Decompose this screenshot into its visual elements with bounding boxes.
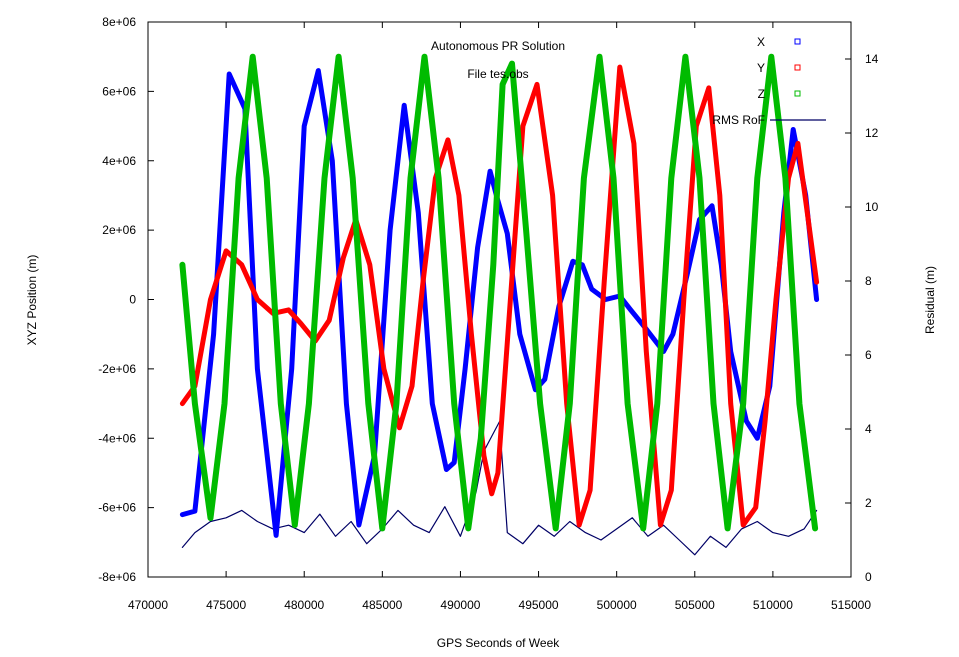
- y2-axis-label: Residual (m): [923, 266, 937, 334]
- legend-label: RMS RoF: [712, 113, 765, 127]
- x-tick-label: 470000: [128, 598, 168, 612]
- legend: XYZ RMS RoF: [712, 35, 826, 127]
- y-tick-label: 2e+06: [102, 223, 136, 237]
- y2-tick-label: 2: [865, 496, 872, 510]
- x-tick-label: 505000: [675, 598, 715, 612]
- x-tick-label: 500000: [597, 598, 637, 612]
- x-tick-label: 490000: [440, 598, 480, 612]
- x-axis-ticks: 470000 475000 480000 485000 490000 495000 5000…: [128, 22, 871, 612]
- legend-label: Y: [757, 61, 765, 75]
- y2-tick-label: 0: [865, 570, 872, 584]
- y2-tick-label: 10: [865, 200, 879, 214]
- y2-tick-label: 8: [865, 274, 872, 288]
- y-tick-label: -8e+06: [98, 570, 136, 584]
- y-tick-label: 0: [129, 293, 136, 307]
- series-line-y: [179, 64, 820, 528]
- y2-tick-label: 6: [865, 348, 872, 362]
- y-tick-label: -4e+06: [98, 431, 136, 445]
- x-tick-label: 495000: [519, 598, 559, 612]
- y2-axis-ticks: 0 2 4 6 8 10 12 14: [845, 52, 879, 584]
- y-tick-label: 4e+06: [102, 154, 136, 168]
- y-axis-label: XYZ Position (m): [25, 255, 39, 346]
- series-layer: [179, 53, 820, 556]
- y-tick-label: 8e+06: [102, 15, 136, 29]
- y-tick-label: -6e+06: [98, 501, 136, 515]
- x-tick-label: 515000: [831, 598, 871, 612]
- y-axis-ticks: -8e+06 -6e+06 -4e+06 -2e+06 0 2e+06 4e+06 6e+06…: [98, 15, 154, 584]
- legend-label: X: [757, 35, 765, 49]
- x-tick-label: 475000: [206, 598, 246, 612]
- y2-tick-label: 12: [865, 126, 879, 140]
- x-axis-label: GPS Seconds of Week: [437, 636, 561, 650]
- x-tick-label: 480000: [284, 598, 324, 612]
- x-tick-label: 510000: [753, 598, 793, 612]
- chart-subtitle: File tes.obs: [467, 67, 528, 81]
- chart-title: Autonomous PR Solution: [431, 39, 565, 53]
- legend-label: Z: [758, 87, 765, 101]
- x-tick-label: 485000: [362, 598, 402, 612]
- y-tick-label: 6e+06: [102, 84, 136, 98]
- legend-swatch: [794, 64, 801, 71]
- series-line-rms-rof: [181, 421, 818, 556]
- y2-tick-label: 4: [865, 422, 872, 436]
- legend-swatch: [794, 38, 801, 45]
- legend-swatch: [794, 90, 801, 97]
- y2-tick-label: 14: [865, 52, 879, 66]
- y-tick-label: -2e+06: [98, 362, 136, 376]
- series-line-z: [179, 53, 819, 532]
